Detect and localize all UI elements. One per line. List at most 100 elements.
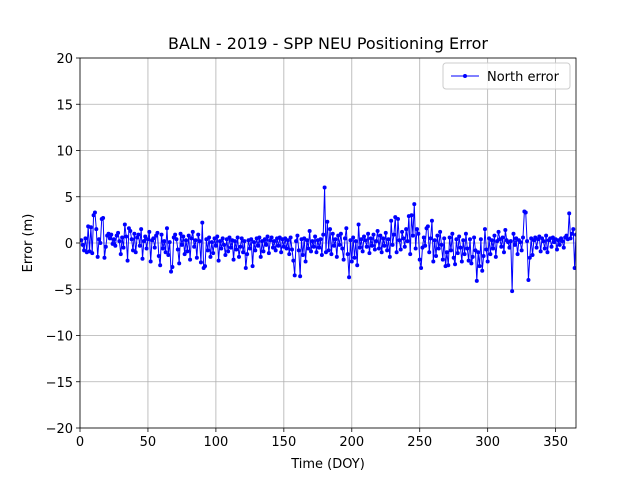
point-marker [321, 232, 326, 237]
point-marker [90, 251, 95, 256]
point-marker [166, 253, 171, 258]
point-marker [400, 229, 405, 234]
point-marker [351, 235, 356, 240]
point-marker [102, 255, 107, 260]
point-marker [466, 258, 471, 263]
point-marker [107, 236, 112, 241]
point-marker [554, 247, 559, 252]
point-marker [511, 231, 516, 236]
point-marker [429, 218, 434, 223]
point-marker [416, 231, 421, 236]
point-marker [310, 239, 315, 244]
point-marker [330, 231, 335, 236]
point-marker [341, 257, 346, 262]
point-marker [179, 242, 184, 247]
point-marker [122, 222, 127, 227]
point-marker [270, 245, 275, 250]
point-marker [519, 248, 524, 253]
point-marker [560, 239, 565, 244]
point-marker [242, 239, 247, 244]
point-marker [518, 240, 523, 245]
point-marker [352, 255, 357, 260]
point-marker [398, 247, 403, 252]
point-marker [501, 250, 506, 255]
point-marker [387, 254, 392, 259]
point-marker [251, 240, 256, 245]
point-marker [338, 231, 343, 236]
point-marker [235, 235, 240, 240]
point-marker [515, 252, 520, 257]
point-marker [219, 246, 224, 251]
x-tick-label: 50 [140, 435, 157, 450]
point-marker [222, 242, 227, 247]
point-marker [463, 231, 468, 236]
point-marker [266, 251, 271, 256]
point-marker [435, 233, 440, 238]
point-marker [279, 250, 284, 255]
point-marker [269, 235, 274, 240]
point-marker [386, 237, 391, 242]
point-marker [125, 258, 130, 263]
point-marker [234, 247, 239, 252]
point-marker [80, 238, 84, 243]
point-marker [88, 225, 93, 230]
point-marker [394, 250, 399, 255]
y-tick-label: −20 [46, 422, 73, 437]
point-marker [544, 233, 549, 238]
point-marker [568, 236, 573, 241]
point-marker [314, 250, 319, 255]
point-marker [525, 239, 530, 244]
point-marker [156, 253, 161, 258]
point-marker [307, 228, 312, 233]
point-marker [272, 239, 277, 244]
point-marker [462, 252, 467, 257]
point-marker [194, 255, 199, 260]
point-marker [470, 254, 475, 259]
point-marker [132, 231, 137, 236]
point-marker [491, 246, 496, 251]
point-marker [454, 237, 459, 242]
point-marker [507, 245, 512, 250]
point-marker [415, 227, 420, 232]
point-marker [446, 263, 451, 268]
point-marker [542, 246, 547, 251]
point-marker [353, 239, 358, 244]
point-marker [482, 227, 487, 232]
point-marker [367, 251, 372, 256]
point-marker [189, 236, 194, 241]
point-marker [381, 236, 386, 241]
point-marker [289, 247, 294, 252]
point-marker [133, 250, 138, 255]
point-marker [169, 269, 174, 274]
point-marker [423, 243, 428, 248]
point-marker [523, 210, 528, 215]
point-marker [162, 239, 167, 244]
y-tick-label: −15 [46, 376, 73, 391]
point-marker [264, 242, 269, 247]
point-marker [444, 250, 449, 255]
point-marker [574, 232, 576, 237]
point-marker [401, 236, 406, 241]
point-marker [120, 235, 125, 240]
point-marker [389, 218, 394, 223]
point-marker [457, 234, 462, 239]
point-marker [111, 237, 116, 242]
point-marker [238, 244, 243, 249]
point-marker [173, 232, 178, 237]
point-marker [417, 257, 422, 262]
point-marker [348, 238, 353, 243]
point-marker [139, 227, 144, 232]
point-marker [257, 235, 262, 240]
point-marker [118, 252, 123, 257]
point-marker [408, 252, 413, 257]
y-tick-label: 0 [65, 237, 73, 252]
point-marker [478, 237, 483, 242]
point-marker [151, 236, 156, 241]
y-tick-label: 20 [56, 52, 73, 67]
point-marker [421, 235, 426, 240]
point-marker [121, 245, 126, 250]
point-marker [83, 236, 88, 241]
point-marker [213, 243, 218, 248]
point-marker [472, 235, 477, 240]
point-marker [344, 226, 349, 231]
